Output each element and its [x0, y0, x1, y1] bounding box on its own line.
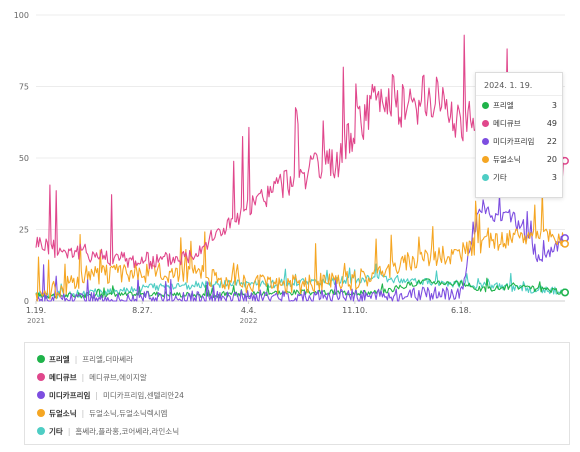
series-color-dot	[482, 101, 489, 109]
series-end-marker	[561, 288, 569, 297]
tooltip-series-value: 20	[546, 154, 557, 164]
tooltip-series-name: 기타	[493, 172, 507, 182]
legend-item-medicube[interactable]: 메디큐브 | 메디큐브,에이지알	[37, 370, 147, 384]
legend-group-name: 기타	[49, 426, 63, 436]
x-tick-label: 4.4.	[241, 306, 256, 315]
series-line	[35, 263, 566, 299]
tooltip-row: 미디카프리임 22	[476, 132, 562, 150]
tooltip-series-value: 22	[546, 136, 557, 146]
x-axis: 1.19. 2021 8.27. 4.4. 2022 11.10. 6.18.	[26, 301, 471, 325]
legend: 프리엘 | 프리엘,더마쎄라 메디큐브 | 메디큐브,에이지알 미디카프리임 |…	[24, 342, 570, 445]
x-tick-year: 2021	[27, 317, 45, 325]
legend-separator: |	[74, 354, 78, 364]
series-color-dot	[482, 155, 489, 163]
series-end-marker	[561, 239, 569, 248]
legend-color-dot	[37, 391, 45, 399]
legend-item-other[interactable]: 기타 | 홈쎄라,플라홍,코어쎄라,라인소닉	[37, 424, 179, 438]
x-tick-label: 8.27.	[132, 306, 152, 315]
tooltip-series-name: 미디카프리임	[493, 136, 535, 146]
series-line	[35, 191, 566, 302]
tooltip-series-value: 49	[546, 118, 557, 128]
legend-separator: |	[67, 426, 71, 436]
legend-group-name: 듀얼소닉	[49, 408, 77, 418]
tooltip-date: 2024. 1. 19.	[476, 73, 562, 96]
y-tick-label: 50	[19, 154, 29, 163]
legend-brands: 메디큐브,에이지알	[89, 372, 147, 382]
x-tick-label: 11.10.	[342, 306, 367, 315]
legend-item-prial[interactable]: 프리엘 | 프리엘,더마쎄라	[37, 352, 133, 366]
legend-group-name: 메디큐브	[49, 372, 77, 382]
legend-separator: |	[81, 408, 85, 418]
tooltip-row: 기타 3	[476, 168, 562, 186]
legend-color-dot	[37, 409, 45, 417]
hover-tooltip: 2024. 1. 19. 프리엘 3 메디큐브 49 미디카프리임 22 듀얼소…	[475, 72, 563, 198]
x-tick-year: 2022	[240, 317, 258, 325]
legend-separator: |	[81, 372, 85, 382]
tooltip-row: 메디큐브 49	[476, 114, 562, 132]
series-color-dot	[482, 137, 489, 145]
legend-brands: 듀얼소닉,듀얼소닉렉시엠	[89, 408, 168, 418]
tooltip-series-value: 3	[551, 172, 557, 182]
chart-end-markers	[561, 156, 569, 297]
legend-separator: |	[95, 390, 98, 400]
x-tick-label: 1.19.	[26, 306, 46, 315]
y-tick-label: 75	[19, 83, 29, 92]
tooltip-series-name: 프리엘	[493, 100, 514, 110]
y-tick-label: 100	[14, 11, 29, 20]
legend-color-dot	[37, 355, 45, 363]
legend-color-dot	[37, 427, 45, 435]
tooltip-series-name: 듀얼소닉	[493, 154, 521, 164]
legend-brands: 프리엘,더마쎄라	[82, 354, 133, 364]
series-color-dot	[482, 173, 489, 181]
x-tick-label: 6.18.	[451, 306, 471, 315]
tooltip-row: 듀얼소닉 20	[476, 150, 562, 168]
legend-item-dualsonic[interactable]: 듀얼소닉 | 듀얼소닉,듀얼소닉렉시엠	[37, 406, 167, 420]
legend-brands: 홈쎄라,플라홍,코어쎄라,라인소닉	[75, 426, 180, 436]
legend-color-dot	[37, 373, 45, 381]
y-tick-label: 25	[19, 226, 29, 235]
legend-group-name: 프리엘	[49, 354, 70, 364]
legend-item-medicaprime[interactable]: 미디카프리임 | 미디카프리임,센텔리안24	[37, 388, 184, 402]
tooltip-series-name: 메디큐브	[493, 118, 521, 128]
legend-group-name: 미디카프리임	[49, 390, 91, 400]
y-tick-label: 0	[24, 297, 29, 306]
legend-brands: 미디카프리임,센텔리안24	[102, 390, 184, 400]
y-axis: 100 75 50 25 0	[14, 11, 29, 306]
tooltip-row: 프리엘 3	[476, 96, 562, 114]
tooltip-series-value: 3	[551, 100, 557, 110]
series-color-dot	[482, 119, 489, 127]
